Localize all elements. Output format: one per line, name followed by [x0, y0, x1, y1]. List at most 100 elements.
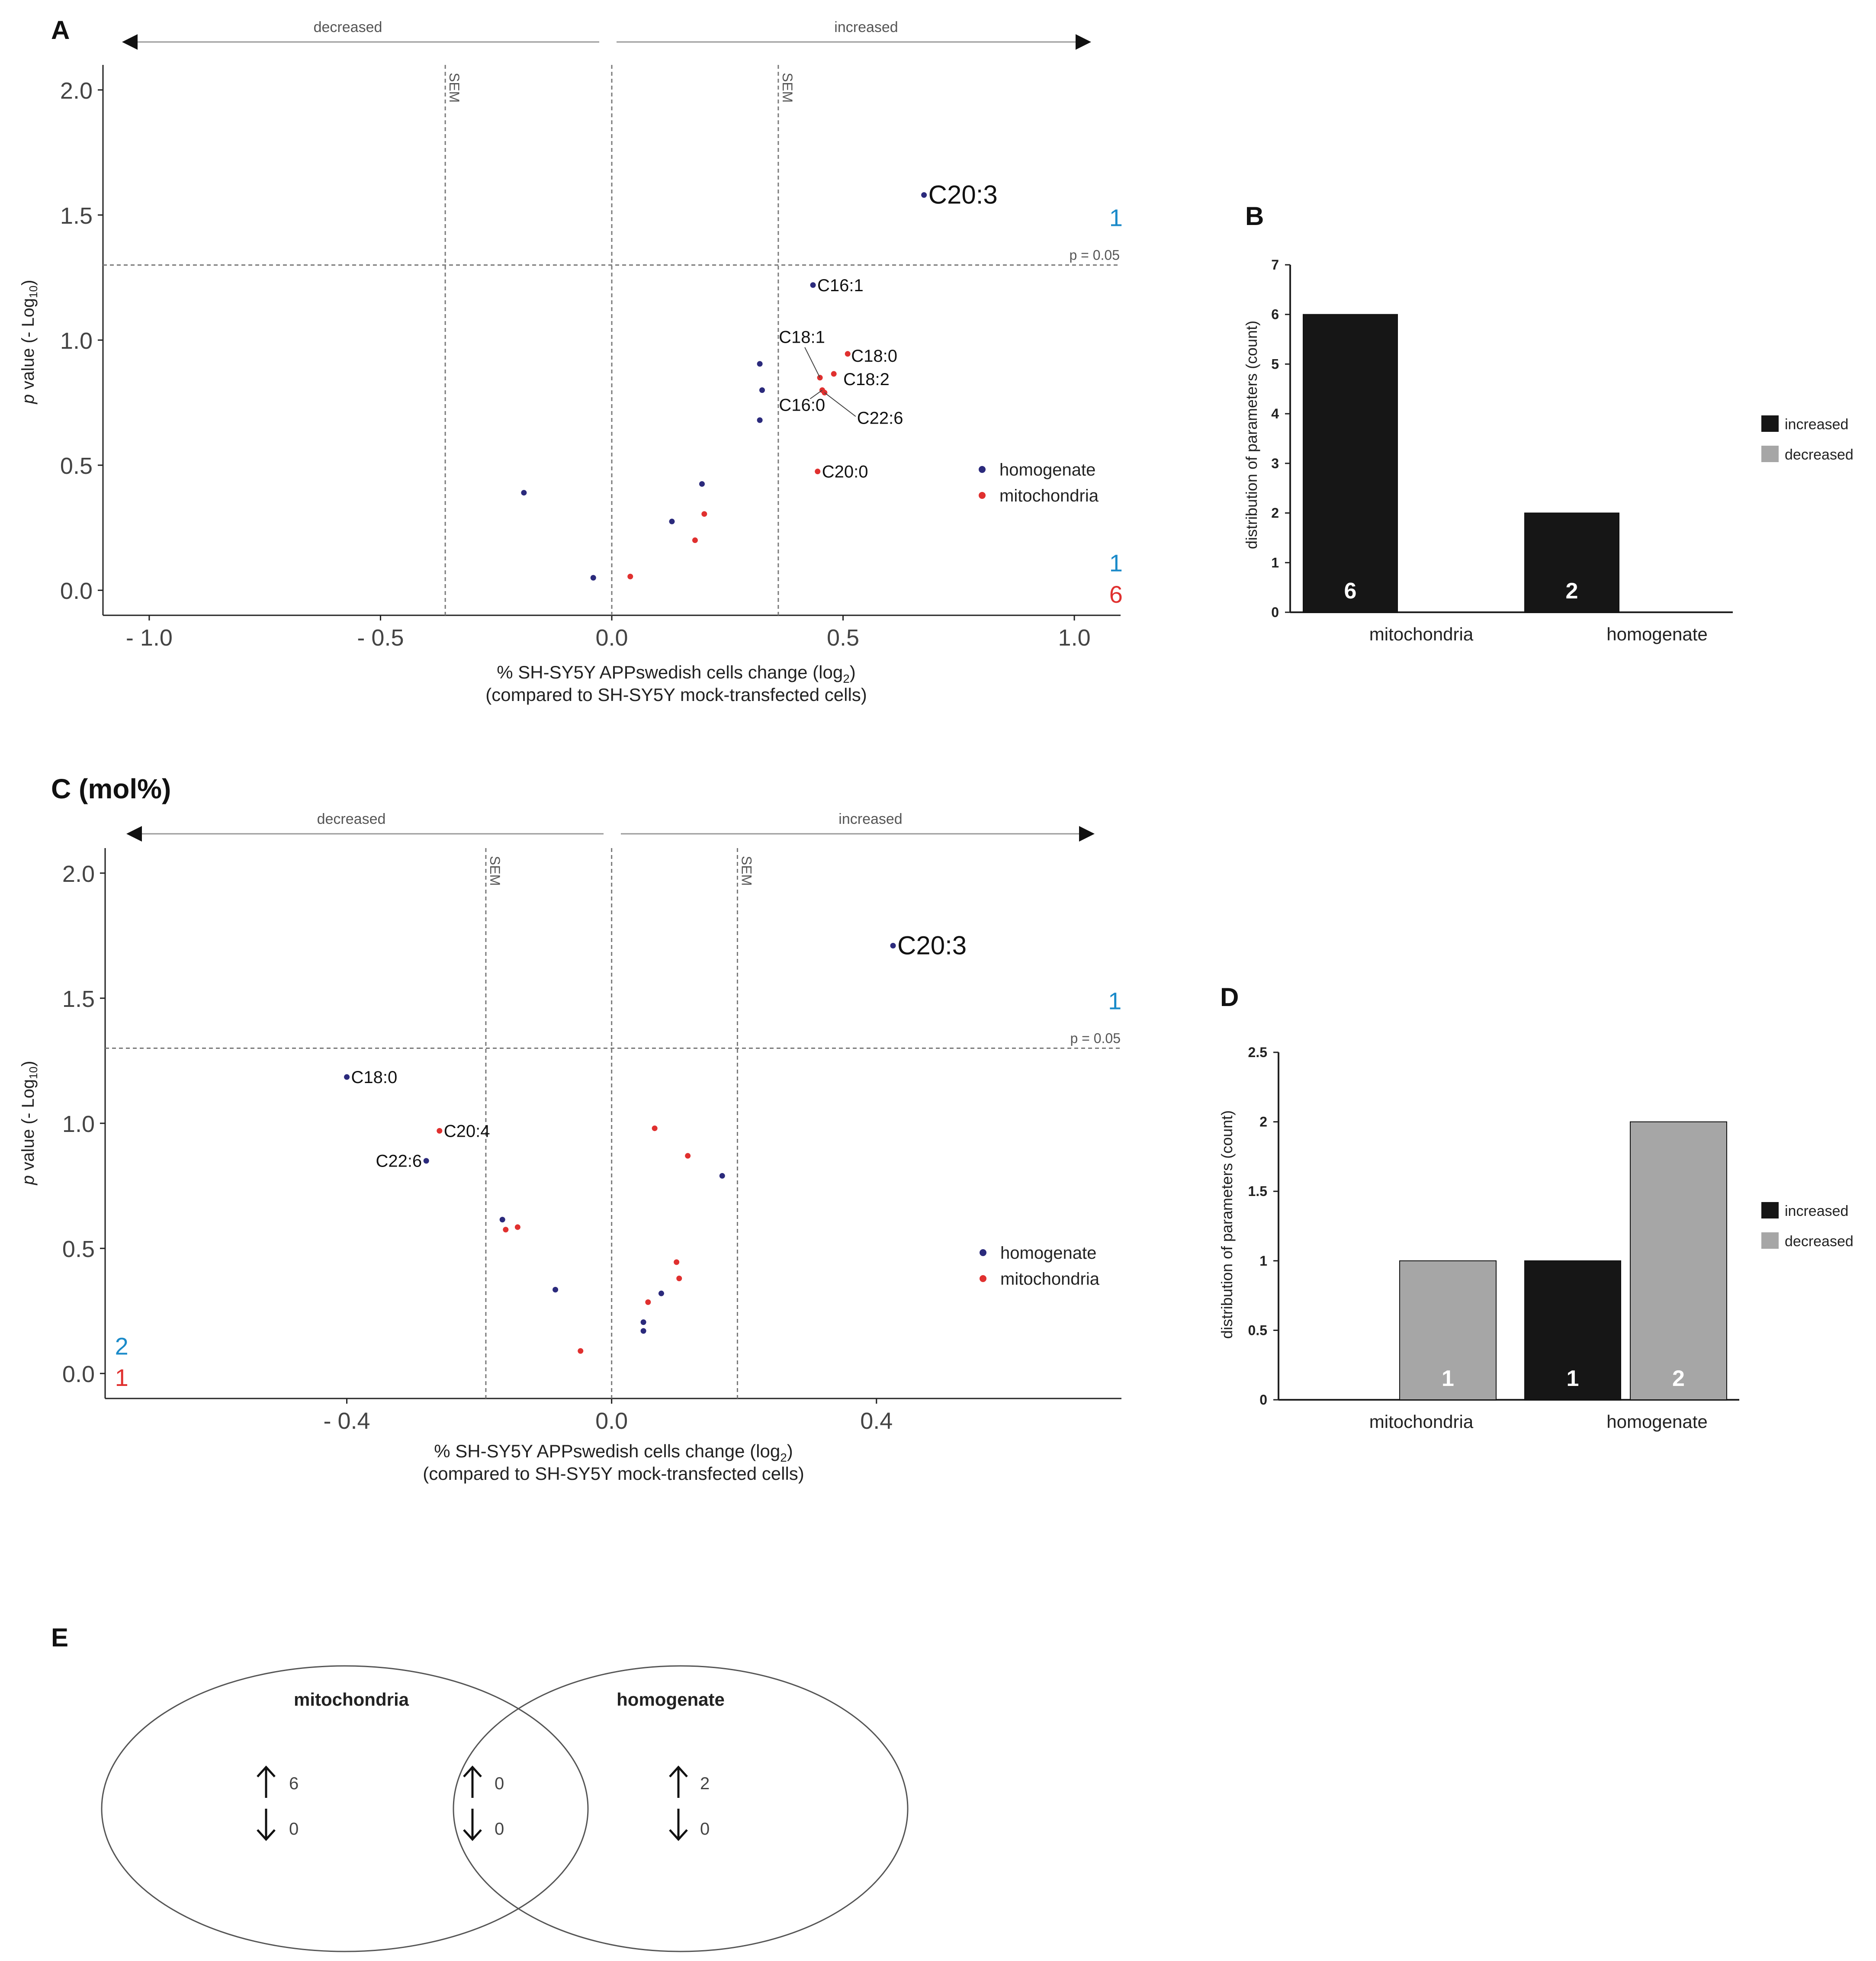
legend-swatch-increased [1761, 415, 1779, 432]
legend-marker-homogenate [979, 466, 986, 473]
mitochondria-point [845, 351, 851, 357]
x-tick-label: 0.4 [860, 1408, 893, 1434]
venn-label-homogenate: homogenate [617, 1689, 725, 1710]
plot-area-a: 0.0 0.5 1.0 1.5 2.0 - 1.0 - 0.5 0.0 0.5 1.0 SEM SEM… [60, 65, 1123, 651]
y-tick-label: 4 [1271, 406, 1279, 421]
y-axis-label-a: p value (- Log10) [19, 280, 40, 405]
x-tick-label: - 0.4 [324, 1408, 370, 1434]
y-tick-label: 1.0 [62, 1111, 95, 1137]
bar-increased-homogenate [1524, 1260, 1621, 1401]
label-decreased: decreased [314, 19, 382, 35]
point-annotation: C18:1 [779, 328, 825, 347]
mitochondria-point [674, 1259, 680, 1265]
panel-letter-e: E [51, 1623, 68, 1652]
legend-label-homogenate: homogenate [1000, 1244, 1096, 1263]
plot-area-d: 0 0.5 1 1.5 2 2.5 1 1 2 mitochondria homogenate [1248, 1045, 1739, 1432]
homogenate-point [757, 417, 763, 423]
y-tick-label: 1 [1271, 555, 1279, 570]
legend-swatch-decreased [1761, 1232, 1779, 1249]
bar-value-label: 2 [1672, 1366, 1685, 1391]
venn-circle-mitochondria [101, 1665, 589, 1952]
panel-letter-a: A [51, 16, 70, 45]
legend-label-homogenate: homogenate [999, 460, 1095, 479]
y-axis-label-d: distribution of parameters (count) [1218, 1110, 1236, 1339]
y-tick-label: 3 [1271, 456, 1279, 471]
significant-count: 1 [1109, 550, 1123, 577]
label-increased: increased [838, 811, 902, 827]
y-tick-label: 1.0 [60, 328, 93, 354]
x-tick-label: 0.0 [595, 625, 628, 651]
y-tick-label: 5 [1271, 356, 1279, 372]
homogenate-point [699, 481, 705, 487]
point-annotation: C20:0 [822, 463, 868, 482]
mitochondria-point [676, 1275, 682, 1281]
panel-title-c: C (mol%) [51, 773, 171, 804]
plot-area-b: 0 1 2 3 4 5 6 7 6 2 mitochondria homogenate [1271, 257, 1733, 644]
legend-marker-homogenate [980, 1249, 986, 1256]
x-tick-label: 0.0 [595, 1408, 628, 1434]
arrow-up-icon [257, 1765, 276, 1798]
label-increased: increased [834, 19, 898, 35]
venn-label-mitochondria: mitochondria [294, 1689, 409, 1710]
point-annotation: C18:2 [843, 370, 890, 389]
mitochondria-point [692, 537, 698, 543]
y-tick-label: 2.0 [62, 861, 95, 887]
point-annotation: C18:0 [851, 347, 897, 366]
venn-diagram-e: E mitochondria homogenate 6 0 0 0 2 0 [51, 1623, 909, 1952]
direction-arrows-a: decreased increased [122, 19, 1091, 50]
x-category-label: homogenate [1606, 624, 1708, 644]
mitochondria-point [701, 511, 707, 517]
x-axis-label-c: % SH-SY5Y APPswedish cells change (log2) [434, 1441, 793, 1464]
venn-right-values: 2 0 [669, 1765, 710, 1841]
annotation-leader [804, 347, 820, 378]
x-tick-label: - 0.5 [357, 625, 404, 651]
homogenate-point [640, 1319, 646, 1325]
arrow-down-icon [463, 1809, 482, 1841]
homogenate-point [719, 1173, 725, 1179]
legend-label-decreased: decreased [1785, 447, 1854, 463]
sem-label: SEM [447, 73, 462, 103]
mitochondria-point [578, 1348, 584, 1354]
homogenate-point [658, 1290, 664, 1296]
y-axis-label-c: p value (- Log10) [19, 1061, 40, 1186]
mitochondria-point [437, 1128, 443, 1134]
y-tick-label: 2.5 [1248, 1045, 1267, 1060]
significant-count: 6 [1109, 581, 1123, 608]
legend-label-mitochondria: mitochondria [999, 486, 1099, 505]
legend-swatch-decreased [1761, 446, 1779, 462]
annotation-leader [824, 392, 856, 417]
venn-left-down-count: 0 [289, 1820, 299, 1839]
significant-count: 2 [115, 1333, 128, 1360]
y-tick-label: 2 [1259, 1114, 1267, 1130]
homogenate-point [640, 1328, 646, 1334]
arrow-up-icon [669, 1765, 688, 1798]
bar-value-label: 1 [1442, 1366, 1454, 1391]
venn-middle-values: 0 0 [463, 1765, 504, 1841]
venn-circle-homogenate [453, 1665, 909, 1952]
y-tick-label: 0 [1271, 604, 1279, 620]
panel-letter-b: B [1245, 202, 1264, 231]
bar-chart-b: B 0 1 2 3 4 5 6 7 6 2 mitochondria homogenate distr… [1243, 202, 1854, 644]
p-threshold-label: p = 0.05 [1070, 1031, 1121, 1046]
y-tick-label: 6 [1271, 307, 1279, 322]
point-annotation: C18:0 [351, 1068, 398, 1087]
y-tick-label: 0.0 [62, 1361, 95, 1387]
significant-count: 1 [115, 1364, 128, 1391]
homogenate-point [499, 1217, 505, 1223]
panel-letter-d: D [1220, 983, 1239, 1012]
legend-label-mitochondria: mitochondria [1000, 1270, 1100, 1289]
significant-count: 1 [1109, 204, 1123, 231]
legend-label-increased: increased [1785, 416, 1848, 433]
sem-label: SEM [780, 73, 795, 103]
point-annotation: C22:6 [376, 1152, 422, 1171]
y-axis-label-b: distribution of parameters (count) [1243, 321, 1260, 549]
y-tick-label: 2 [1271, 505, 1279, 521]
point-annotation: C16:0 [779, 396, 825, 415]
arrow-down-icon [669, 1809, 688, 1841]
bar-value-label: 6 [1344, 579, 1357, 604]
point-annotation: C20:3 [897, 931, 967, 960]
legend-d: increased decreased [1761, 1202, 1854, 1250]
x-tick-label: 0.5 [827, 625, 859, 651]
legend-marker-mitochondria [979, 492, 986, 499]
